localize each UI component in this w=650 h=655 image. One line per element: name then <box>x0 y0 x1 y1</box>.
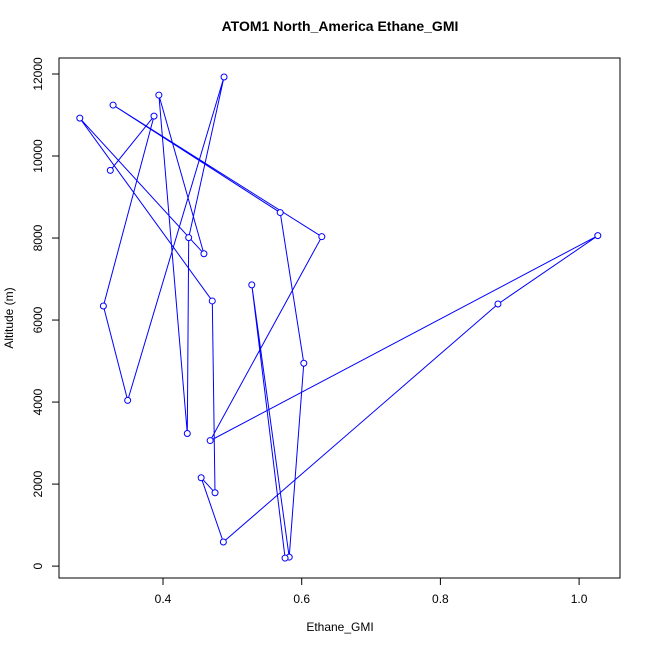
point <box>219 538 227 546</box>
point <box>124 396 132 404</box>
point <box>594 232 602 240</box>
point <box>183 430 191 438</box>
point <box>281 554 289 562</box>
point <box>150 112 158 120</box>
y-tick-label: 6000 <box>31 306 45 333</box>
y-tick-label: 2000 <box>31 470 45 497</box>
x-tick-label: 0.4 <box>155 592 172 606</box>
y-tick-label: 0 <box>31 562 45 569</box>
point <box>200 250 208 258</box>
x-tick-label: 0.6 <box>293 592 310 606</box>
point <box>155 91 163 99</box>
point <box>300 359 308 367</box>
point <box>494 300 502 308</box>
point <box>99 302 107 310</box>
y-tick-label: 10000 <box>31 139 45 173</box>
point <box>248 281 256 289</box>
point <box>276 209 284 217</box>
chart-title: ATOM1 North_America Ethane_GMI <box>222 18 459 34</box>
y-axis-label: Altitude (m) <box>2 287 16 348</box>
point <box>109 101 117 109</box>
x-tick-label: 1.0 <box>571 592 588 606</box>
y-tick-label: 4000 <box>31 388 45 415</box>
point <box>211 489 219 497</box>
point <box>208 297 216 305</box>
x-tick-label: 0.8 <box>432 592 449 606</box>
point <box>185 234 193 242</box>
plot-box <box>58 57 621 579</box>
point <box>318 233 326 241</box>
point <box>220 73 228 81</box>
point <box>76 114 84 122</box>
y-tick-label: 12000 <box>31 57 45 91</box>
series-line <box>79 76 599 559</box>
point <box>206 437 214 445</box>
x-axis-label: Ethane_GMI <box>306 620 373 634</box>
point <box>106 166 114 174</box>
y-tick-label: 8000 <box>31 224 45 251</box>
point <box>197 474 205 482</box>
